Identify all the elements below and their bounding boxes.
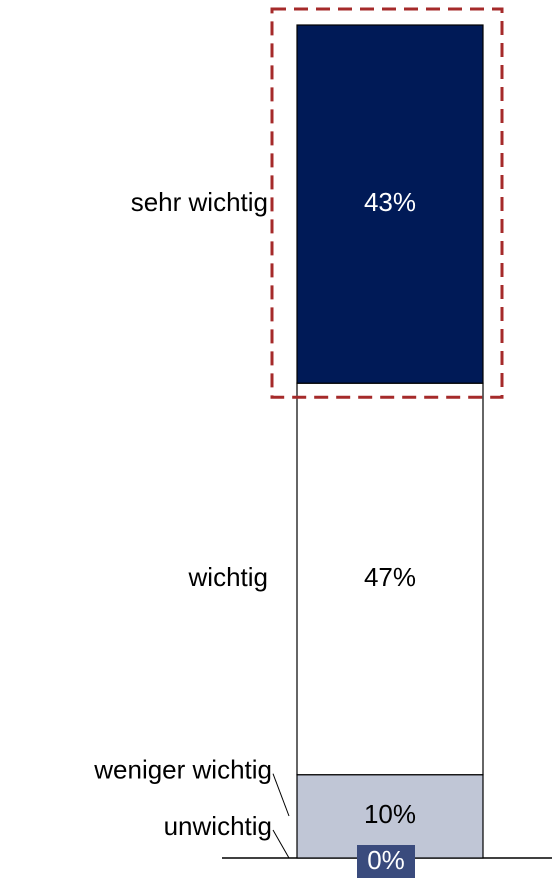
highlight-frame [270, 7, 504, 399]
segment-label: weniger wichtig [93, 755, 272, 785]
leader-line [272, 773, 290, 817]
value-label: 47% [364, 562, 416, 592]
value-label: 0% [367, 845, 405, 875]
bar-segment [296, 24, 484, 384]
value-label: 10% [364, 799, 416, 829]
value-label-box [357, 845, 415, 878]
leader-line [272, 829, 290, 859]
segment-label: wichtig [188, 562, 268, 592]
segment-label: sehr wichtig [131, 187, 268, 217]
segment-label: unwichtig [164, 811, 272, 841]
bar-segment [296, 382, 484, 776]
value-label: 43% [364, 187, 416, 217]
